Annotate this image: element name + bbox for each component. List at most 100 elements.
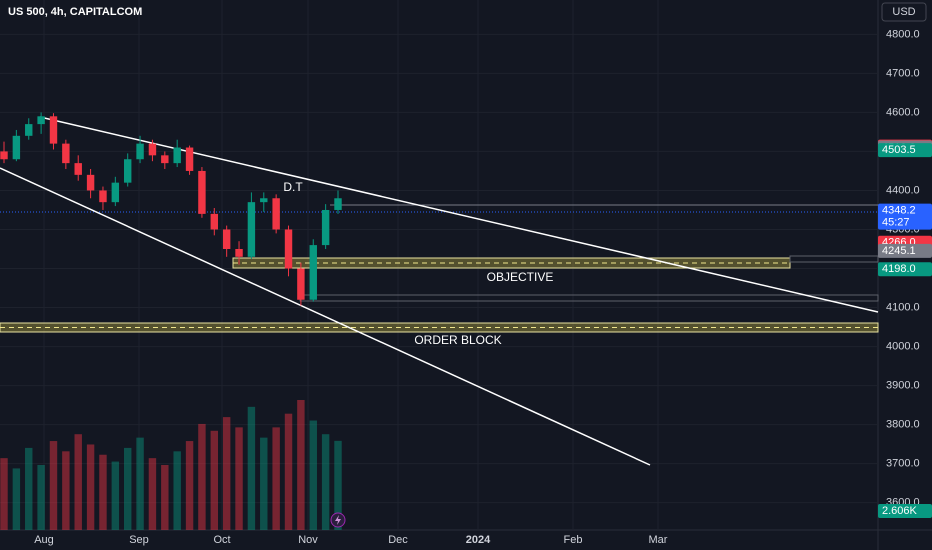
- volume-bar: [198, 423, 206, 530]
- y-tick-label: 4100.0: [886, 301, 920, 313]
- volume-bar: [0, 458, 8, 530]
- candle-body: [136, 143, 144, 160]
- candle-body: [210, 213, 219, 230]
- candle-body: [260, 198, 268, 203]
- annotation: OBJECTIVE: [487, 270, 554, 284]
- volume-tag: [878, 504, 932, 518]
- volume-bar: [123, 447, 132, 530]
- volume-bar: [161, 465, 169, 530]
- candle-body: [222, 229, 231, 249]
- order-block-zone: [0, 322, 879, 333]
- price-tag: [878, 243, 932, 258]
- candle-body: [62, 143, 70, 164]
- candle-body: [12, 135, 21, 160]
- currency[interactable]: USD: [892, 6, 915, 18]
- candle-body: [123, 159, 132, 183]
- volume-bar: [62, 451, 70, 530]
- candle-body: [173, 147, 181, 164]
- price-tag: [878, 203, 932, 230]
- volume-bar: [148, 458, 157, 530]
- symbol-title: US 500, 4h, CAPITALCOM: [8, 6, 142, 18]
- volume-bar: [235, 427, 243, 530]
- y-tick-label: 4800.0: [886, 28, 920, 40]
- candle-body: [297, 268, 305, 300]
- candle-body: [161, 155, 169, 164]
- volume-bar: [321, 434, 330, 530]
- candles: [0, 112, 342, 306]
- candle-body: [284, 229, 293, 269]
- volume-bar: [260, 437, 268, 530]
- x-tick-label: Mar: [649, 534, 668, 546]
- candle-body: [321, 209, 330, 246]
- y-tick-label: 3800.0: [886, 419, 920, 431]
- x-tick-label: Feb: [564, 534, 583, 546]
- volume-bar: [309, 420, 317, 530]
- volume-bar: [25, 447, 33, 530]
- candle-body: [148, 143, 157, 156]
- candle-body: [247, 202, 256, 257]
- annotation: ORDER BLOCK: [414, 333, 501, 347]
- volume-bar: [49, 441, 58, 530]
- candle-body: [49, 116, 58, 144]
- candle-body: [86, 174, 95, 191]
- price-tag: [878, 143, 932, 158]
- candle-body: [99, 190, 107, 203]
- volume-bar: [86, 444, 95, 530]
- volume-bar: [111, 461, 120, 530]
- candle-body: [235, 248, 243, 257]
- volume-bar: [210, 430, 219, 530]
- volume-bar: [99, 454, 107, 530]
- y-tick-label: 4700.0: [886, 67, 920, 79]
- candle-body: [334, 198, 342, 210]
- countdown: 45:27: [882, 217, 910, 229]
- price-tag-label: 4198.0: [882, 263, 916, 275]
- candle-body: [111, 182, 120, 203]
- candle-body: [37, 116, 45, 125]
- volume-bar: [222, 417, 231, 530]
- volume-bar: [173, 451, 181, 530]
- price-tag-label: 4245.1: [882, 245, 916, 257]
- x-tick-label: Dec: [388, 534, 408, 546]
- volume-bar: [12, 468, 21, 530]
- price-tag-label: 4503.5: [882, 144, 916, 156]
- price-tag: [878, 262, 932, 277]
- x-tick-label: Nov: [298, 534, 318, 546]
- price-axis: 3600.03700.03800.03900.04000.04100.04200…: [34, 28, 932, 546]
- level-box: [789, 255, 879, 263]
- candle-body: [198, 170, 206, 214]
- y-tick-label: 3900.0: [886, 380, 920, 392]
- volume-bar: [185, 441, 194, 530]
- volume-bar: [284, 413, 293, 530]
- candle-body: [25, 124, 33, 136]
- price-tag-label: 4348.2: [882, 205, 916, 217]
- indicator-icon-bolt: [335, 515, 341, 525]
- annotation: D.T: [283, 180, 303, 194]
- grid: [0, 0, 878, 530]
- volume-bar: [136, 437, 144, 530]
- volume-bar: [37, 465, 45, 530]
- volume-bar: [272, 427, 280, 530]
- volume-tag-label: 2.606K: [882, 505, 918, 517]
- y-tick-label: 4600.0: [886, 106, 920, 118]
- currency-button[interactable]: [881, 2, 927, 22]
- y-tick-label: 3700.0: [886, 458, 920, 470]
- volume-bar: [297, 400, 305, 530]
- y-tick-label: 4400.0: [886, 184, 920, 196]
- volume-pane: [0, 400, 342, 530]
- volume-bar: [334, 440, 342, 530]
- candle-body: [309, 245, 317, 300]
- x-tick-label: Sep: [129, 534, 149, 546]
- volume-bar: [247, 406, 256, 530]
- volume-bar: [74, 434, 82, 530]
- x-tick-label: Aug: [34, 534, 54, 546]
- candle-body: [74, 163, 82, 175]
- candle-body: [185, 147, 194, 171]
- y-tick-label: 4000.0: [886, 340, 920, 352]
- x-tick-label: 2024: [466, 534, 491, 546]
- candle-body: [272, 198, 280, 230]
- x-tick-label: Oct: [213, 534, 230, 546]
- trendline: [0, 167, 651, 466]
